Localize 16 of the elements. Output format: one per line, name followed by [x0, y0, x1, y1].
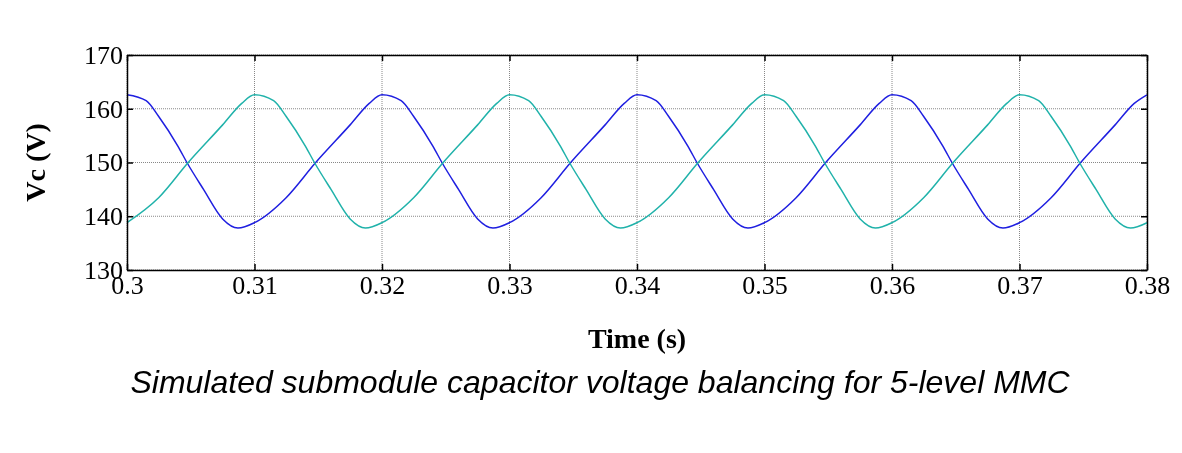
text: Simulated submodule capacitor voltage balancing for 5-level MMC: [130, 364, 1071, 400]
y-tick-label: 160: [84, 94, 123, 124]
x-tick-label: 0.35: [742, 270, 788, 300]
y-tick-label: 150: [84, 148, 123, 178]
line-series: [126, 94, 1148, 229]
x-tick-label: 0.34: [614, 270, 661, 300]
x-tick-label: 0.36: [869, 270, 916, 300]
x-tick-label: 0.32: [359, 270, 406, 300]
x-axis-title: Time (s): [587, 323, 687, 354]
y-tick-label: 170: [84, 40, 123, 70]
y-axis-title: Vc (V): [20, 123, 51, 202]
x-tick-label: 0.38: [1124, 270, 1171, 300]
x-tick-label: 0.37: [997, 270, 1043, 300]
x-tick-label: 0.31: [232, 270, 278, 300]
x-tick-label: 0.33: [487, 270, 533, 300]
y-tick-label: 140: [84, 202, 123, 232]
